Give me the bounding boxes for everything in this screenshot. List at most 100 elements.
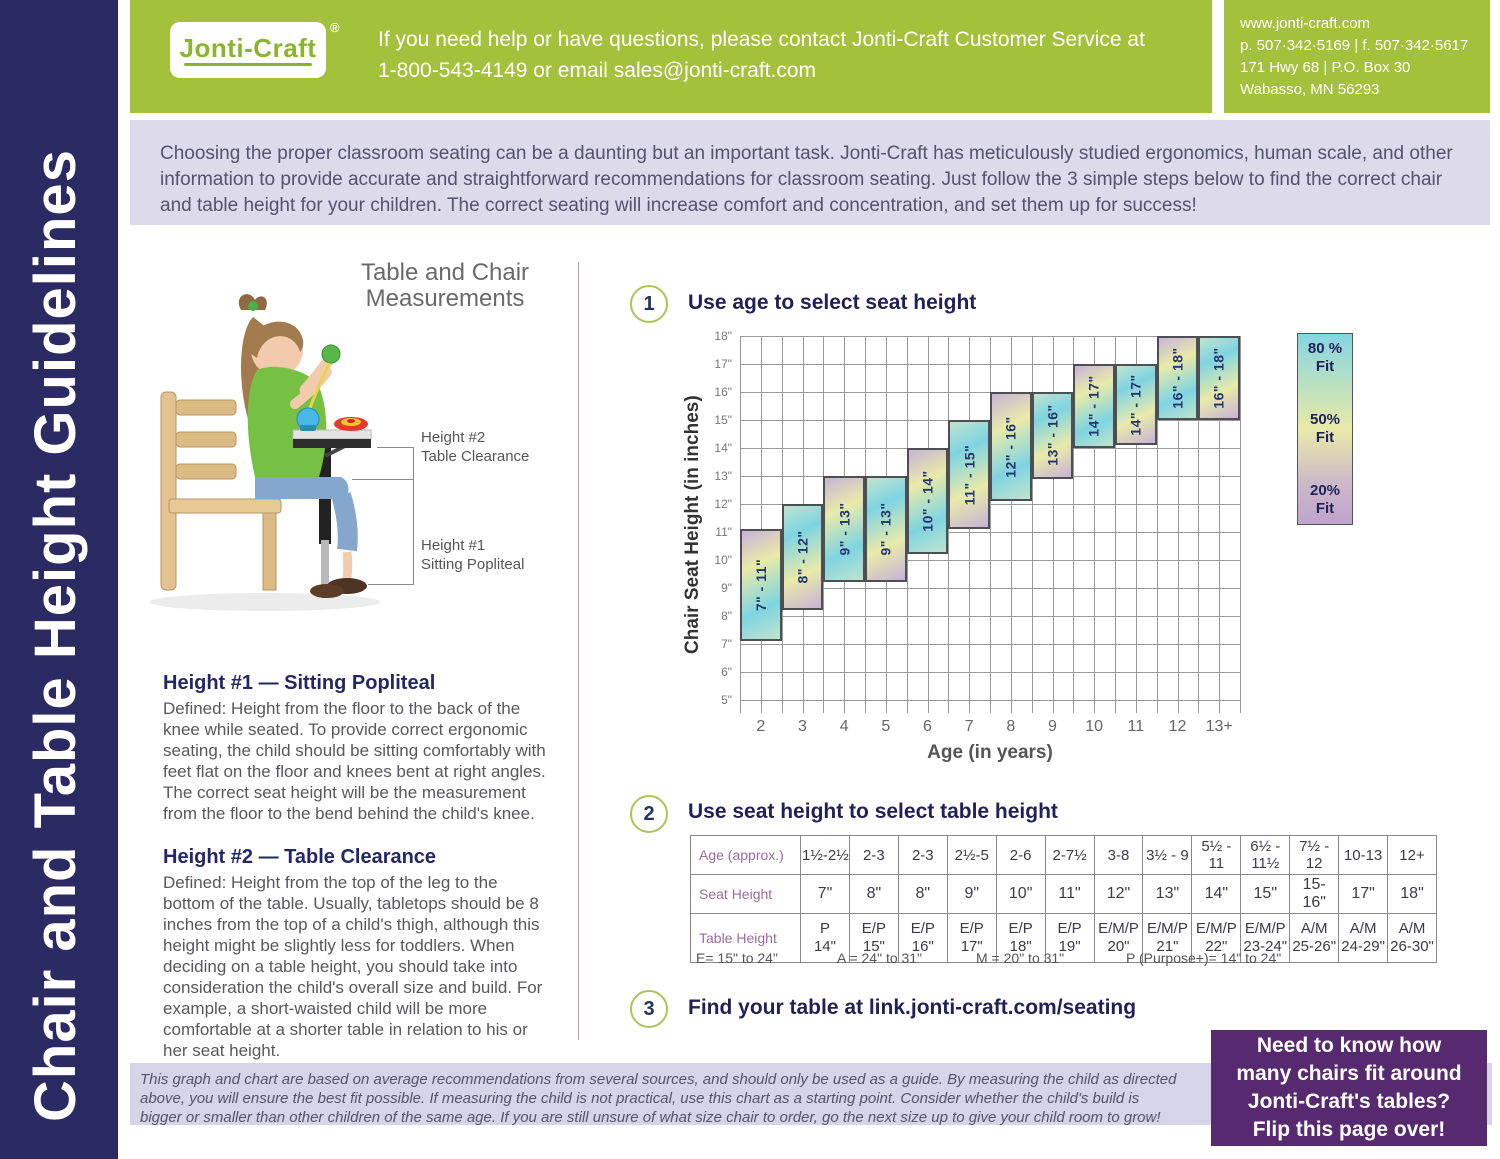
y-tick-label: 5" (721, 693, 732, 707)
table-cell: 3-8 (1093, 835, 1144, 875)
flip-box-line: Flip this page over! (1252, 1118, 1446, 1141)
table-cell: 10-13 (1338, 835, 1389, 875)
table-cell: 17" (1338, 874, 1389, 914)
y-tick-label: 10" (714, 553, 732, 567)
section-height1-body: Defined: Height from the floor to the ba… (163, 699, 546, 823)
bracket-floor-line (368, 584, 414, 585)
table-cell: 2-6 (995, 835, 1046, 875)
step-1-title: Use age to select seat height (688, 291, 977, 314)
table-cell: 8" (848, 874, 899, 914)
y-tick-label: 18" (714, 329, 732, 343)
table-cell: 1½-2½ (800, 835, 850, 875)
step-3-title: Find your table at link.jonti-craft.com/… (688, 996, 1137, 1019)
flip-box-line: Need to know how (1256, 1034, 1442, 1057)
x-tick-label: 9 (1048, 718, 1057, 735)
x-tick-label: 12 (1168, 718, 1187, 735)
fit-legend-item: 50% Fit (1309, 411, 1341, 446)
table-legend-item: P (Purpose+)= 14" to 24" (1126, 950, 1282, 966)
table-cell: E/P 19" (1044, 913, 1095, 963)
chart-range-box-age-9: 13" - 16" (1031, 392, 1074, 479)
grid-line-vertical (760, 336, 762, 713)
table-legend-item: E= 15" to 24" (696, 950, 778, 966)
grid-line-vertical (1115, 336, 1116, 713)
bracket-popliteal-vertical (413, 479, 414, 584)
contact-address: 171 Hwy 68 | P.O. Box 30 (1240, 59, 1411, 76)
header-contact-band (1224, 0, 1490, 113)
section-height2-title: Height #2 — Table Clearance (163, 846, 437, 868)
toys (296, 407, 368, 431)
y-tick-label: 11" (715, 525, 732, 539)
y-tick-label: 9" (721, 581, 732, 595)
table-cell: A/M 26-30" (1387, 913, 1437, 963)
x-tick-label: 2 (756, 718, 766, 735)
grid-line-vertical (1010, 336, 1012, 713)
table-cell: P 14" (800, 913, 850, 963)
table-cell: 3½ - 9 (1142, 835, 1193, 875)
table-cell: 2-3 (848, 835, 899, 875)
row-header: Seat Height (690, 874, 801, 914)
chart-y-ticks: 18" 17" 16" 15" 14" 13" 12" 11" 10" 9" 8" 7" 6" 5" (690, 329, 732, 713)
table-cell: 12" (1093, 874, 1144, 914)
chart-x-axis-title: Age (in years) (927, 742, 1053, 763)
callout-height-1: Height #1 Sitting Popliteal (421, 536, 524, 574)
help-line-2: 1-800-543-4149 or email sales@jonti-craf… (378, 59, 817, 82)
page-title: Chair and Table Height Guidelines (23, 149, 88, 1122)
measurements-title-line2: Measurements (365, 285, 525, 312)
fit-legend-item: 20% Fit (1309, 482, 1341, 517)
registered-mark: ® (330, 20, 340, 35)
grid-line-vertical (1198, 336, 1200, 713)
fit-percentage-legend: 80 % Fit 50% Fit 20% Fit (1297, 333, 1353, 525)
grid-line-horizontal (740, 588, 1240, 589)
table-cell: 9" (946, 874, 997, 914)
grid-line-horizontal (740, 644, 1240, 645)
grid-line-horizontal (740, 616, 1240, 617)
table-cell: E/P 15" (848, 913, 899, 963)
flip-page-callout: Need to know how many chairs fit around Jo… (1211, 1030, 1487, 1146)
y-tick-label: 13" (714, 469, 732, 483)
help-line-1: If you need help or have questions, plea… (378, 28, 1145, 51)
table-cell: E/M/P 21" (1142, 913, 1193, 963)
table-cell: 6½ - 11½ (1240, 835, 1291, 875)
logo-text: Jonti-Craft (179, 32, 317, 63)
chart-range-box-age-2: 7" - 11" (740, 529, 782, 642)
chart-range-label: 14" - 17" (1127, 373, 1144, 436)
table-cell: 13" (1142, 874, 1193, 914)
table-legend-item: A = 24" to 31" (837, 950, 923, 966)
chart-range-box-age-4: 9" - 13" (823, 476, 865, 583)
chart-range-label: 13" - 16" (1044, 404, 1061, 467)
table-row: Age (approx.) 1½-2½ 2-3 2-3 2½-5 2-6 2-7½ 3-8 3½… (690, 835, 1437, 875)
x-tick-label: 13+ (1205, 718, 1233, 735)
chart-range-label: 9" - 13" (836, 502, 853, 556)
table-cell: 18" (1387, 874, 1437, 914)
table-cell: 14" (1191, 874, 1242, 914)
table-cell: A/M 24-29" (1338, 913, 1389, 963)
row-header: Table Height (690, 913, 801, 963)
section-height2-body: Defined: Height from the top of the leg … (163, 873, 543, 1060)
grid-line-horizontal (740, 364, 1240, 365)
chart-range-label: 10" - 14" (919, 470, 936, 532)
table-cell: 10" (995, 874, 1046, 914)
table-cell: 11" (1044, 874, 1095, 914)
chart-range-box-age-7: 11" - 15" (948, 420, 990, 530)
table-height-code-legend: E= 15" to 24" A = 24" to 31" M = 20" to 31… (690, 950, 1450, 968)
step-3-number: 3 (643, 997, 655, 1020)
grid-line-vertical (1156, 336, 1158, 713)
callout-height-2: Height #2 Table Clearance (421, 428, 529, 466)
column-divider (578, 262, 579, 1040)
table-cell: 12+ (1387, 835, 1437, 875)
table-cell: 5½ - 11 (1191, 835, 1242, 875)
grid-line-vertical (1094, 336, 1096, 713)
jonti-craft-logo: Jonti-Craft (170, 22, 326, 78)
grid-line-vertical (1240, 336, 1241, 713)
x-tick-label: 5 (881, 718, 891, 735)
table-row: Table Height P 14" E/P 15" E/P 16" E/P 17" E/… (690, 913, 1437, 963)
step-2-number: 2 (643, 802, 655, 825)
seat-height-chart: 7" - 11" 8" - 12" 9" - 13" 9" - 13" 10" - 14… (740, 336, 1241, 713)
table-cell: 15" (1240, 874, 1291, 914)
chart-range-box-age-13+: 16" - 18" (1198, 336, 1240, 420)
callout-h1-line1: Height #1 (421, 537, 486, 554)
chart-range-label: 7" - 11" (752, 559, 769, 612)
chart-range-label: 16" - 18" (1169, 347, 1186, 409)
grid-line-vertical (1073, 336, 1075, 713)
